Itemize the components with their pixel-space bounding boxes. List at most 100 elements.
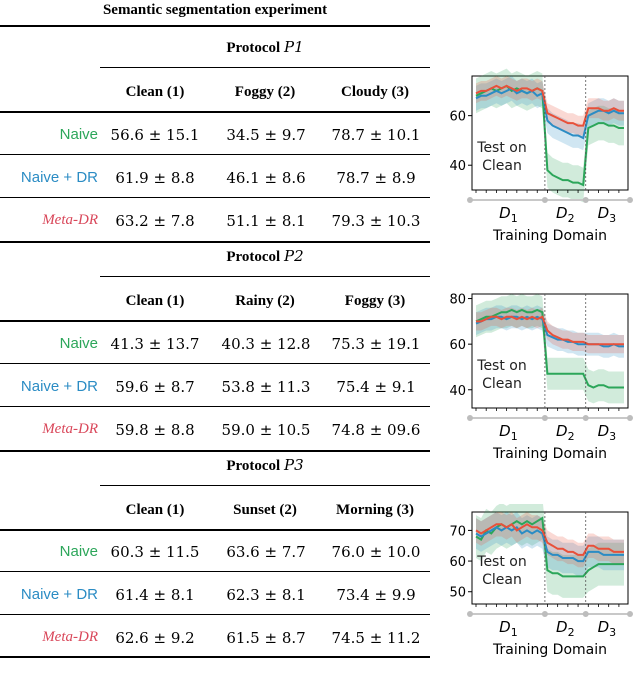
domain-letter: D — [499, 422, 511, 440]
x-axis-label: Training Domain — [492, 446, 607, 462]
domain-letter: D — [499, 618, 511, 636]
domain-letter: D — [598, 422, 610, 440]
table-cell: 53.8 ± 11.3 — [221, 378, 311, 396]
table-cell: 59.0 ± 10.5 — [221, 421, 311, 439]
domain-label: D2 — [556, 422, 575, 443]
domain-subscript: 2 — [568, 626, 575, 639]
column-header: Clean (1) — [125, 293, 185, 309]
domain-label: D2 — [556, 618, 575, 639]
y-tick-label: 50 — [449, 586, 466, 601]
domain-subscript: 2 — [568, 430, 575, 443]
y-tick-label: 60 — [449, 555, 466, 570]
table-cell: 61.5 ± 8.7 — [226, 629, 306, 647]
table-cell: 61.4 ± 8.1 — [115, 586, 195, 604]
row-label-naive-dr: Naive + DR — [20, 378, 98, 395]
table-cell: 75.3 ± 19.1 — [331, 335, 421, 353]
annotation-text: Test on Clean — [476, 358, 526, 392]
header-rule — [0, 320, 430, 322]
naive_dr-line — [475, 87, 624, 140]
y-tick-label: 80 — [449, 293, 466, 308]
table-cell: 78.7 ± 10.1 — [331, 126, 421, 144]
domain-bracket-dot — [627, 415, 633, 421]
y-tick-label: 40 — [449, 384, 466, 399]
row-label-naive-dr: Naive + DR — [20, 169, 98, 186]
domain-subscript: 1 — [511, 212, 518, 225]
domain-subscript: 1 — [511, 430, 518, 443]
y-tick-label: 40 — [449, 159, 466, 174]
figure-title: Semantic segmentation experiment — [102, 2, 328, 18]
chart-panel: 50 60 70 Test on Clean D1 D2 D3 Training Domain — [440, 504, 640, 674]
row-rule — [0, 571, 430, 572]
row-rule — [0, 614, 430, 615]
column-header: Foggy (3) — [344, 293, 406, 309]
table-cell: 56.6 ± 15.1 — [110, 126, 200, 144]
table-cell: 75.4 ± 9.1 — [336, 378, 416, 396]
row-rule — [0, 363, 430, 364]
protocol-rule — [100, 485, 430, 486]
table-cell: 61.9 ± 8.8 — [115, 169, 195, 187]
table-cell: 73.4 ± 9.9 — [336, 586, 416, 604]
row-label-meta-dr: Meta-DR — [42, 212, 98, 228]
plot-frame — [471, 75, 629, 191]
domain-letter: D — [556, 618, 568, 636]
column-header: Clean (1) — [125, 84, 185, 100]
row-label-naive: Naive — [59, 126, 98, 143]
domain-subscript: 3 — [609, 626, 616, 639]
column-header: Rainy (2) — [235, 293, 295, 309]
column-header: Foggy (2) — [234, 84, 296, 100]
chart-panel: 40 60 80 Test on Clean D1 D2 D3 Training Domain — [440, 286, 640, 496]
table-cell: 63.6 ± 7.7 — [226, 543, 306, 561]
section-rule — [0, 241, 430, 243]
table-cell: 51.1 ± 8.1 — [226, 212, 306, 230]
y-tick-label: 60 — [449, 338, 466, 353]
meta_dr-band — [476, 307, 624, 354]
y-tick-label: 60 — [449, 110, 466, 125]
table-cell: 78.7 ± 8.9 — [336, 169, 416, 187]
column-header: Sunset (2) — [233, 502, 297, 518]
section-rule — [0, 450, 430, 452]
table-cell: 59.6 ± 8.7 — [115, 378, 195, 396]
domain-bracket-dot — [541, 611, 548, 617]
domain-bracket-dot — [582, 611, 589, 617]
domain-letter: D — [556, 422, 568, 440]
domain-bracket-dot — [541, 197, 548, 203]
row-rule — [0, 406, 430, 407]
row-label-meta-dr: Meta-DR — [42, 629, 98, 645]
protocol-rule — [100, 67, 430, 68]
column-header: Clean (1) — [125, 502, 185, 518]
table-cell: 62.6 ± 9.2 — [115, 629, 195, 647]
protocol-rule — [100, 276, 430, 277]
meta_dr-line — [476, 315, 624, 346]
domain-bracket-dot — [627, 611, 633, 617]
table-cell: 74.8 ± 09.6 — [331, 421, 421, 439]
row-label-naive: Naive — [59, 335, 98, 352]
naive_dr-line — [475, 525, 624, 563]
domain-label: D3 — [598, 204, 617, 225]
meta_dr-line — [475, 84, 624, 127]
meta_dr-line — [475, 523, 624, 556]
header-rule — [0, 111, 430, 113]
domain-label: D1 — [499, 422, 518, 443]
chart-panel: 40 60 Test on Clean D1 D2 D3 Training Domain — [440, 68, 640, 278]
annotation-text: Test on Clean — [476, 140, 526, 174]
domain-bracket-dot — [541, 415, 548, 421]
domain-label: D3 — [598, 422, 617, 443]
table-cell: 63.2 ± 7.8 — [115, 212, 195, 230]
domain-label: D1 — [499, 204, 518, 225]
naive-line — [475, 308, 624, 389]
table-cell: 40.3 ± 12.8 — [221, 335, 311, 353]
annotation-line: Clean — [482, 158, 522, 174]
domain-label: D2 — [556, 204, 575, 225]
y-tick-label: 70 — [449, 524, 466, 539]
domain-bracket-dot — [467, 611, 473, 617]
row-label-naive-dr: Naive + DR — [20, 586, 98, 603]
annotation-line: Clean — [482, 376, 522, 392]
table-cell: 62.3 ± 8.1 — [226, 586, 306, 604]
naive-band — [476, 294, 624, 404]
row-rule — [0, 154, 430, 155]
domain-bracket-dot — [467, 197, 473, 203]
domain-bracket-dot — [582, 197, 589, 203]
column-header: Morning (3) — [336, 502, 414, 518]
row-label-naive: Naive — [59, 543, 98, 560]
